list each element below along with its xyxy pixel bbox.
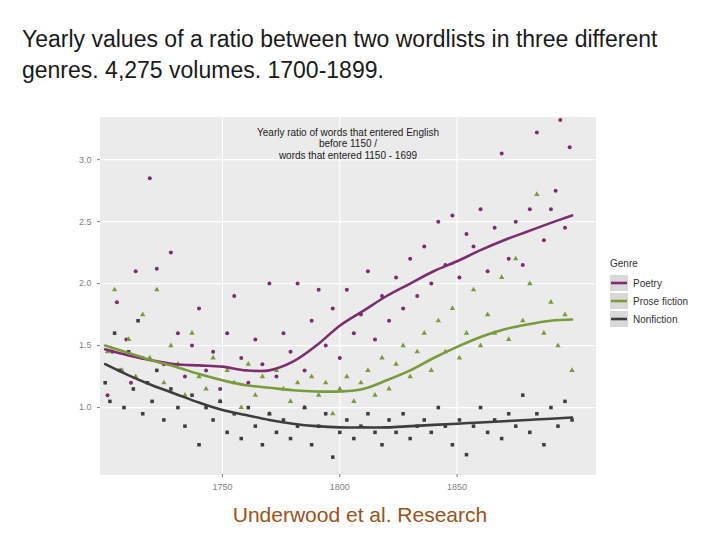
html-text:Yearly values of a ratio betwe: Yearly values of a ratio between two wor…: [22, 26, 658, 83]
html-text:Poetry: Poetry: [633, 277, 662, 289]
html-text:Underwood et al. Research: Underwood et al. Research: [232, 503, 488, 526]
svg-text:1850: 1850: [447, 482, 467, 492]
svg-text:1750: 1750: [212, 482, 232, 492]
svg-text:2.5: 2.5: [79, 217, 92, 227]
svg-text:1.0: 1.0: [79, 402, 92, 412]
svg-text:2.0: 2.0: [79, 278, 92, 288]
svg-text:1.5: 1.5: [79, 340, 92, 350]
svg-text:Yearly ratio of words that ent: Yearly ratio of words that entered Engli…: [257, 127, 439, 161]
html-text:Genre: Genre: [610, 258, 638, 269]
svg-text:3.0: 3.0: [79, 155, 92, 165]
svg-text:1800: 1800: [330, 482, 350, 492]
html-text:Prose fiction: Prose fiction: [633, 295, 688, 307]
html-text:Nonfiction: Nonfiction: [633, 313, 678, 325]
